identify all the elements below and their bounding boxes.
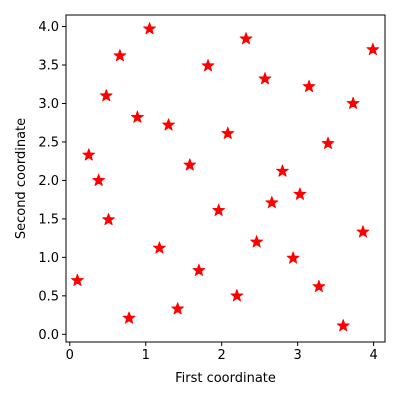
data-point-star (265, 196, 279, 209)
data-point-star (122, 311, 136, 324)
x-tick-label: 3 (294, 348, 302, 363)
data-point-star (113, 49, 127, 62)
data-point-star (212, 203, 226, 216)
data-point-star (99, 89, 113, 102)
data-point-star (258, 72, 272, 85)
x-tick-label: 1 (142, 348, 150, 363)
data-point-star (286, 251, 300, 264)
x-axis-label: First coordinate (175, 371, 276, 386)
data-point-star (321, 136, 335, 149)
data-point-star (302, 79, 316, 93)
data-point-star (250, 235, 264, 248)
y-tick-label: 2.0 (38, 174, 59, 189)
y-axis-label: Second coordinate (14, 118, 29, 239)
data-point-star (230, 289, 244, 302)
data-point-star (71, 273, 84, 286)
data-point-star (162, 118, 175, 131)
y-axis-ticks: 0.0 0.5 1.0 1.5 2.0 2.5 3.0 3.5 4.0 (38, 20, 66, 343)
data-point-star (336, 319, 350, 332)
data-point-star (131, 110, 144, 123)
data-point-star (92, 173, 106, 186)
y-tick-label: 0.5 (38, 289, 59, 304)
data-points (71, 22, 380, 332)
data-point-star (239, 32, 253, 45)
data-point-star (183, 158, 197, 171)
y-tick-label: 3.0 (38, 97, 59, 112)
y-tick-label: 2.5 (38, 135, 59, 150)
y-tick-label: 0.0 (38, 328, 59, 343)
y-tick-label: 3.5 (38, 59, 59, 74)
y-tick-label: 1.5 (38, 212, 59, 227)
data-point-star (366, 42, 380, 56)
data-point-star (171, 302, 185, 315)
x-axis-ticks: 0 1 2 3 4 (66, 342, 378, 363)
data-point-star (312, 279, 326, 293)
data-point-star (192, 263, 206, 276)
x-tick-label: 4 (369, 348, 377, 363)
data-point-star (356, 225, 370, 238)
data-point-star (276, 164, 289, 177)
data-point-star (221, 126, 235, 139)
plot-area-frame (65, 14, 386, 343)
x-tick-label: 0 (66, 348, 74, 363)
data-point-star (102, 212, 115, 226)
data-point-star (153, 241, 166, 254)
y-tick-label: 4.0 (38, 20, 59, 35)
data-point-star (201, 59, 215, 72)
data-point-star (143, 22, 156, 35)
data-point-star (346, 96, 360, 109)
data-point-star (293, 187, 307, 200)
data-point-star (82, 148, 96, 161)
x-tick-label: 2 (218, 348, 226, 363)
y-tick-label: 1.0 (38, 251, 59, 266)
